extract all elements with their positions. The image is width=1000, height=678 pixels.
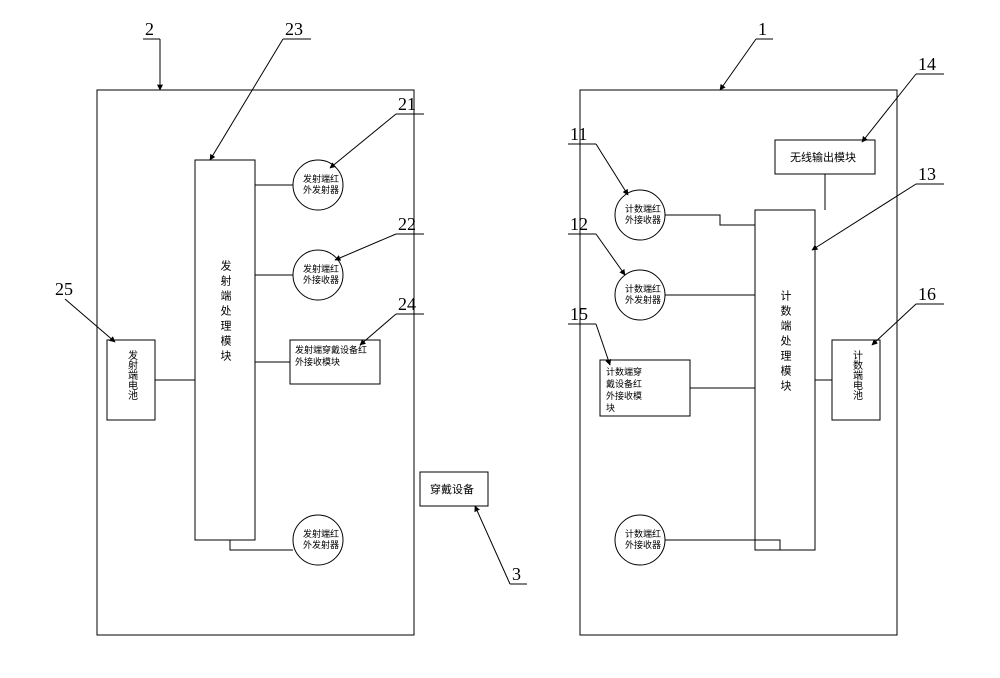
callout-num-14: 14 [918, 54, 936, 74]
cnt-ir-emitter-l1: 计数端红 [625, 283, 661, 294]
tx-wear-rx-label-l2: 外接收模块 [295, 356, 340, 367]
callout-num-1: 1 [758, 19, 767, 39]
callout-num-22: 22 [398, 214, 416, 234]
callout-num-25: 25 [55, 279, 73, 299]
counter-group: 无线输出模块 计数端处理模块 计数端电池 计数端红 外接收器 计数端红 外发射器… [580, 90, 897, 635]
cnt-wear-rx-l2: 戴设备红 [606, 378, 642, 389]
transmitter-group: 发射端处理模块 发射端电池 发射端红 外发射器 发射端红 外接收器 发射端穿戴设… [97, 90, 414, 635]
tx-ir-emitter-top-label-l2: 外发射器 [303, 184, 339, 195]
callout-num-2: 2 [145, 19, 154, 39]
tx-ir-receiver-label-l2: 外接收器 [303, 274, 339, 285]
callout-num-23: 23 [285, 19, 303, 39]
callout-num-15: 15 [570, 304, 588, 324]
wireless-output-label: 无线输出模块 [790, 150, 856, 164]
tx-wear-rx-label-l1: 发射端穿戴设备红 [295, 344, 367, 355]
tx-ir-emitter-bottom-label-l2: 外发射器 [303, 539, 339, 550]
cnt-battery-label: 计数端电池 [851, 349, 863, 400]
tx-battery-label: 发射端电池 [126, 349, 138, 400]
callout-num-24: 24 [398, 294, 416, 314]
callout-num-11: 11 [570, 124, 587, 144]
cnt-ir-receiver-top-l2: 外接收器 [625, 214, 661, 225]
callout-num-12: 12 [570, 214, 588, 234]
cnt-ir-receiver-bottom-l1: 计数端红 [625, 528, 661, 539]
cnt-wear-rx-l3: 外接收模 [606, 390, 642, 401]
callout-num-3: 3 [512, 564, 521, 584]
callout-num-16: 16 [918, 284, 936, 304]
cnt-ir-receiver-top-l1: 计数端红 [625, 203, 661, 214]
cnt-processing-module-label: 计数端处理模块 [779, 290, 792, 395]
tx-ir-receiver-label-l1: 发射端红 [303, 263, 339, 274]
cnt-wear-rx-l4: 块 [606, 402, 615, 413]
diagram-canvas: 发射端处理模块 发射端电池 发射端红 外发射器 发射端红 外接收器 发射端穿戴设… [0, 0, 1000, 678]
callout-leader-3 [475, 506, 510, 584]
callout-leader-1 [720, 39, 756, 90]
cnt-ir-receiver-bottom-l2: 外接收器 [625, 539, 661, 550]
callout-num-21: 21 [398, 94, 416, 114]
tx-ir-emitter-top-label-l1: 发射端红 [303, 173, 339, 184]
tx-ir-emitter-bottom-label-l1: 发射端红 [303, 528, 339, 539]
cnt-wear-rx-l1: 计数端穿 [606, 366, 642, 377]
tx-processing-module-label: 发射端处理模块 [219, 259, 232, 365]
cnt-ir-emitter-l2: 外发射器 [625, 294, 661, 305]
wearable-device-label: 穿戴设备 [430, 482, 474, 496]
callout-num-13: 13 [918, 164, 936, 184]
